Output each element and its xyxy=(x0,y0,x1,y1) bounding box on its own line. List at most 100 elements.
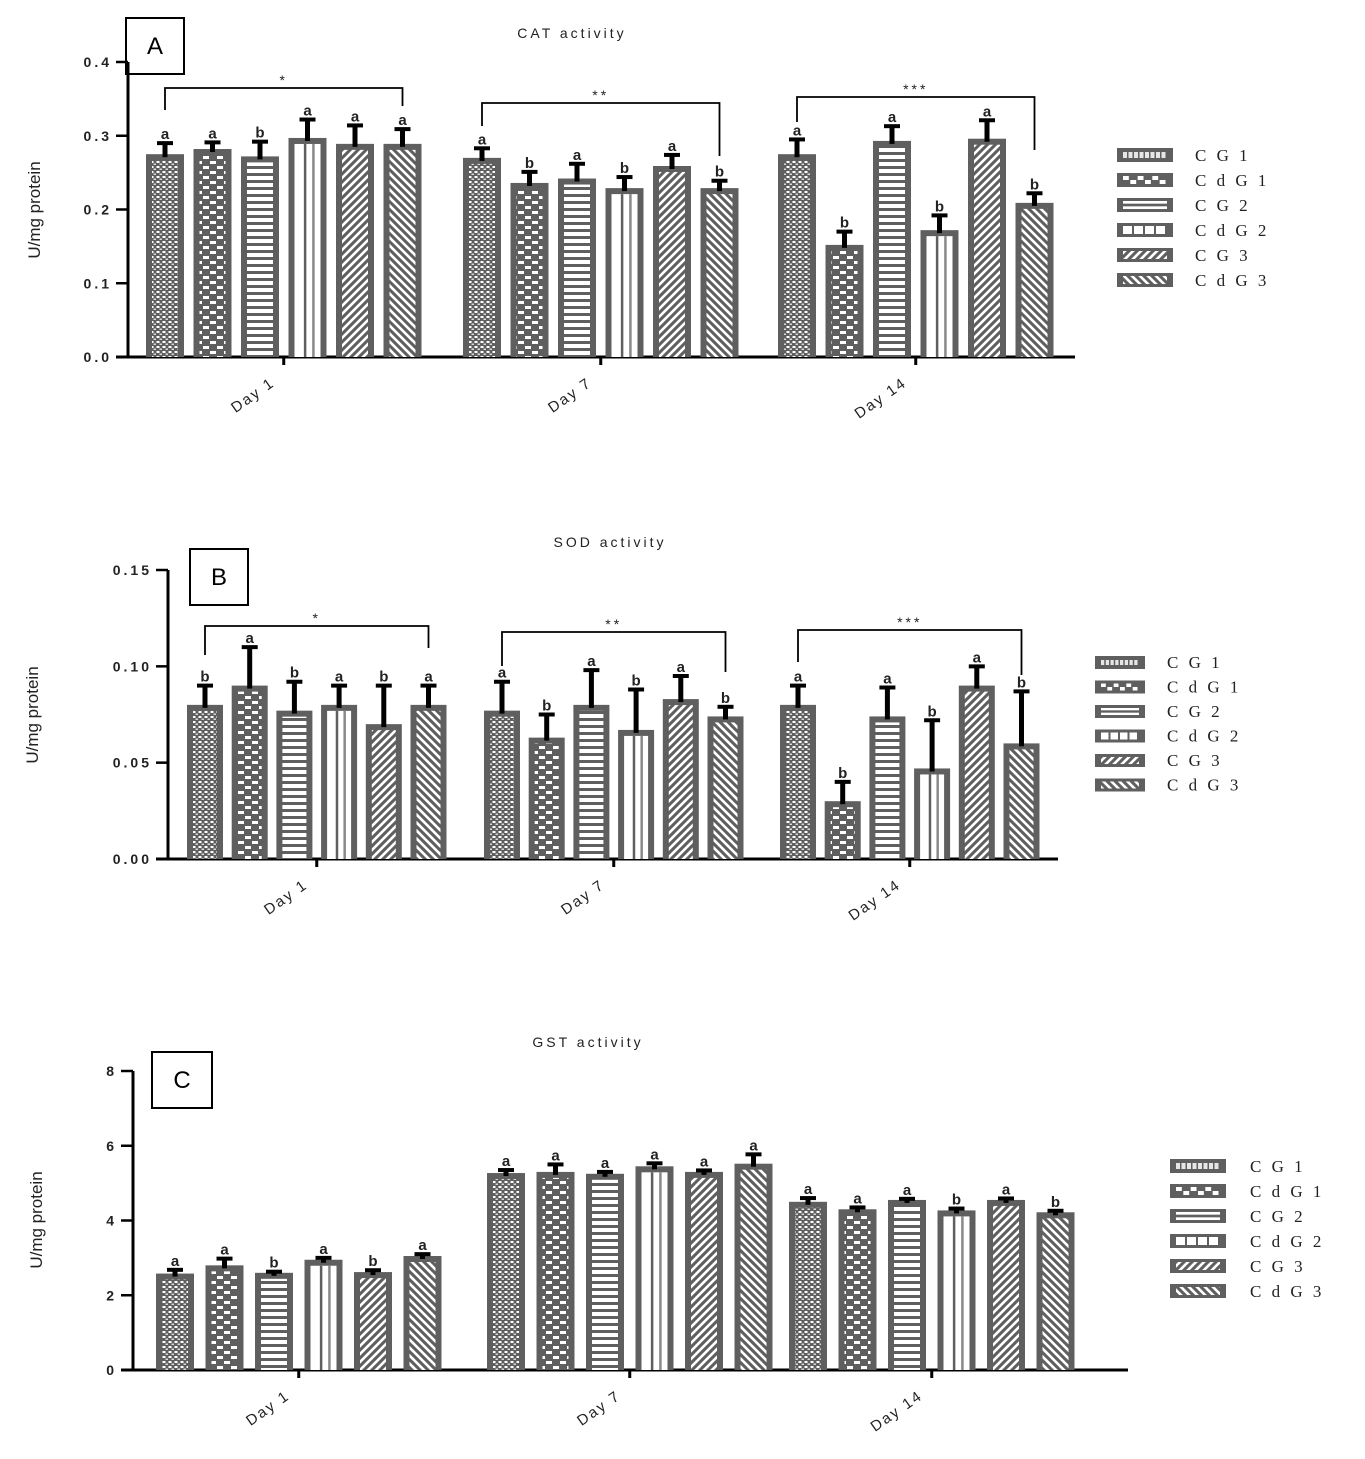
significance-letter: a xyxy=(246,630,255,647)
significance-letter: b xyxy=(840,215,849,232)
bar-group-day-14: a b a b a b xyxy=(778,103,1054,357)
legend-label: C G 2 xyxy=(1195,196,1251,215)
legend-item: C G 3 xyxy=(1117,246,1251,265)
significance-letter: a xyxy=(794,669,803,686)
significance-letter: a xyxy=(220,1242,229,1259)
cat-activity-panel: CAT activity A U/mg protein 0.0 0.1 0.2 0.3 0.4… xyxy=(0,0,1365,440)
legend-item: C d G 2 xyxy=(1117,221,1266,240)
panel-label-box: C xyxy=(151,1051,213,1109)
y-axis-label: U/mg protein xyxy=(25,161,44,258)
x-category-label: Day 14 xyxy=(852,374,911,422)
significance-bracket: *** xyxy=(797,614,1023,675)
significance-letter: b xyxy=(838,765,847,782)
legend-item: C d G 3 xyxy=(1095,776,1238,795)
significance-letter: a xyxy=(303,103,312,120)
significance-letter: a xyxy=(208,125,217,142)
significance-letter: a xyxy=(650,1146,659,1163)
significance-letter: a xyxy=(983,103,992,120)
y-tick-label: 0.00 xyxy=(113,851,152,867)
significance-stars: ** xyxy=(592,87,609,103)
legend: C G 1 C d G 1 C G 2 C d G 2 C G 3 C d G 3 xyxy=(1095,653,1241,795)
significance-bracket: ** xyxy=(481,87,721,156)
bar-group-day-1: a a b a b a xyxy=(156,1237,442,1370)
significance-letter: a xyxy=(888,109,897,126)
significance-letter: a xyxy=(478,131,487,148)
y-tick-label: 8 xyxy=(106,1063,117,1079)
legend-label: C d G 1 xyxy=(1250,1182,1324,1201)
gst-activity-chart: GST activity C U/mg protein 0 2 4 6 8 a a b a b a Day … xyxy=(27,1034,1324,1435)
legend-label: C G 1 xyxy=(1195,146,1251,165)
panel-label-box: A xyxy=(125,17,185,75)
significance-letter: b xyxy=(620,160,629,177)
x-category-label: Day 1 xyxy=(228,374,278,416)
y-tick-label: 0 xyxy=(106,1362,117,1378)
legend-label: C G 3 xyxy=(1195,246,1251,265)
bar-group-day-7: a b a b a b xyxy=(463,131,739,357)
y-tick-label: 2 xyxy=(106,1287,117,1303)
significance-letter: a xyxy=(793,122,802,139)
legend-label: C d G 3 xyxy=(1250,1282,1324,1301)
legend-label: C d G 2 xyxy=(1167,727,1241,746)
significance-letter: a xyxy=(749,1137,758,1154)
significance-letter: a xyxy=(161,126,170,143)
y-tick-label: 0.3 xyxy=(84,128,112,144)
y-tick-label: 0.0 xyxy=(84,349,112,365)
significance-letter: a xyxy=(668,138,677,155)
significance-letter: b xyxy=(721,690,730,707)
bar-group-day-1: a a b a a a xyxy=(146,103,422,357)
cat-activity-chart: CAT activity A U/mg protein 0.0 0.1 0.2 0.3 0.4… xyxy=(25,17,1269,422)
significance-letter: a xyxy=(700,1153,709,1170)
x-category-label: Day 1 xyxy=(243,1387,293,1429)
gst-activity-panel: GST activity C U/mg protein 0 2 4 6 8 a a b a b a Day … xyxy=(0,1010,1365,1454)
significance-letter: b xyxy=(952,1192,961,1209)
significance-letter: a xyxy=(424,669,433,686)
legend-item: C G 1 xyxy=(1095,653,1220,672)
bar-group-day-7: a a a a a a xyxy=(487,1137,773,1370)
significance-letter: b xyxy=(715,164,724,181)
bar-group-day-1: b a b a b a xyxy=(187,630,447,859)
significance-letter: b xyxy=(1030,176,1039,193)
significance-letter: a xyxy=(601,1155,610,1172)
legend-label: C d G 3 xyxy=(1195,271,1269,290)
significance-stars: ** xyxy=(605,616,622,632)
significance-letter: b xyxy=(632,672,641,689)
significance-letter: a xyxy=(587,653,596,670)
significance-stars: * xyxy=(313,610,321,626)
significance-stars: * xyxy=(280,72,288,88)
sod-activity-panel: SOD activity B U/mg protein 0.00 0.05 0.10 0.1… xyxy=(0,510,1365,950)
legend-item: C d G 2 xyxy=(1095,727,1241,746)
significance-letter: b xyxy=(200,669,209,686)
y-tick-label: 6 xyxy=(106,1138,117,1154)
y-axis-label: U/mg protein xyxy=(23,666,42,763)
x-category-label: Day 14 xyxy=(868,1387,927,1435)
legend: C G 1 C d G 1 C G 2 C d G 2 C G 3 C d G 3 xyxy=(1170,1157,1324,1301)
significance-stars: *** xyxy=(903,81,928,97)
legend-label: C d G 1 xyxy=(1195,171,1269,190)
legend-item: C d G 3 xyxy=(1117,271,1269,290)
significance-letter: b xyxy=(255,125,264,142)
y-axis-label: U/mg protein xyxy=(27,1171,46,1268)
significance-letter: b xyxy=(368,1253,377,1270)
y-tick-label: 0.10 xyxy=(113,658,152,674)
legend: C G 1 C d G 1 C G 2 C d G 2 C G 3 C d G 3 xyxy=(1117,146,1269,290)
significance-letter: a xyxy=(1002,1181,1011,1198)
x-category-label: Day 14 xyxy=(846,876,905,924)
chart-title: GST activity xyxy=(532,1034,643,1050)
bar-group-day-14: a b a b a b xyxy=(780,649,1040,859)
significance-bracket: *** xyxy=(796,81,1036,150)
significance-letter: b xyxy=(290,665,299,682)
legend-label: C G 3 xyxy=(1250,1257,1306,1276)
significance-bracket: * xyxy=(204,610,430,655)
legend-item: C G 1 xyxy=(1117,146,1251,165)
significance-letter: b xyxy=(928,703,937,720)
significance-bracket: * xyxy=(164,72,404,110)
x-category-label: Day 7 xyxy=(574,1387,624,1429)
legend-label: C G 3 xyxy=(1167,751,1223,770)
legend-item: C d G 2 xyxy=(1170,1232,1321,1251)
x-category-label: Day 7 xyxy=(558,876,608,918)
bar-group-day-7: a b a b a b xyxy=(484,653,744,859)
y-tick-label: 0.4 xyxy=(84,54,112,70)
legend-item: C d G 1 xyxy=(1170,1182,1324,1201)
significance-letter: a xyxy=(398,112,407,129)
